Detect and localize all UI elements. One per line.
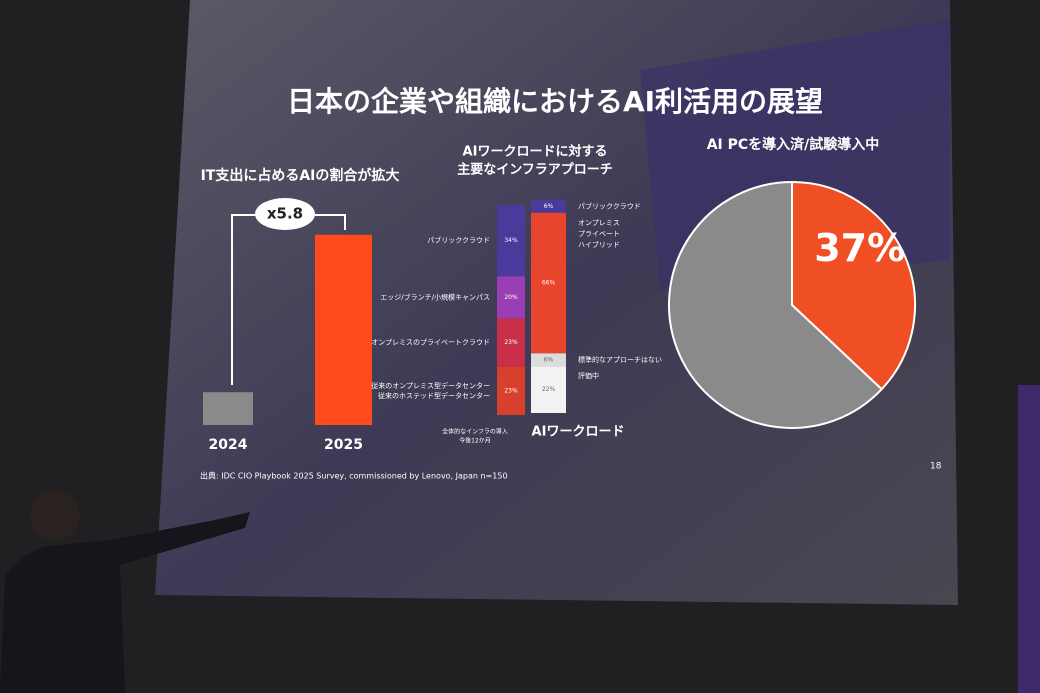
category-label: 全体的なインフラの導入 [442,428,508,436]
value-label: 37% [814,226,905,270]
x-tick-label: 2025 [324,437,363,453]
bar [315,234,372,425]
category-label: 今後12か月 [459,437,491,445]
bar-segment [531,366,566,413]
bar-segment [497,205,525,277]
chart-title: AIワークロードに対する [463,144,608,160]
segment-label: ハイブリッド [578,240,620,249]
segment-label: エッジ/ブランチ/小規模キャンパス [380,292,490,301]
presenter [0,490,250,693]
bar-segment [531,200,566,213]
value-label: 34% [504,237,518,244]
pie-slice [791,180,916,391]
bar-segment [497,318,525,367]
value-label: 20% [504,294,518,301]
value-label: 6% [544,203,554,210]
segment-label: パブリッククラウド [578,201,641,210]
value-label: 66% [542,280,556,287]
annotation-bubble [255,198,315,230]
bar-segment [497,366,525,415]
value-label: 22% [542,386,556,393]
slide-title: 日本の企業や組織におけるAI利活用の展望 [287,85,823,118]
bar-segment [531,212,566,354]
value-label: 23% [504,339,518,346]
banner [1018,385,1040,693]
annotation: x5.8 [267,205,303,223]
page-number: 18 [930,462,942,472]
chart-title: IT支出に占めるAIの割合が拡大 [201,167,400,184]
segment-label: 従来のホステッド型データセンター [378,391,490,400]
pie-slice [668,180,884,429]
value-label: 6% [544,356,554,363]
chart-title: 主要なインフラアプローチ [457,162,613,178]
segment-label: オンプレミスのプライベートクラウド [371,339,490,347]
segment-label: プライベート [578,230,620,238]
source: 出典: IDC CIO Playbook 2025 Survey, commis… [200,471,508,481]
category-label: AIワークロード [532,425,625,440]
chart-title: AI PCを導入済/試験導入中 [707,136,880,153]
segment-label: パブリッククラウド [427,236,490,245]
x-tick-label: 2024 [209,437,248,453]
bar-segment [497,276,525,319]
segment-label: オンプレミス [578,219,620,227]
segment-label: 評価中 [578,371,599,380]
bar-segment [531,353,566,367]
segment-label: 標準的なアプローチはない [578,355,662,364]
segment-label: 従来のオンプレミス型データセンター [371,381,490,390]
value-label: 23% [504,387,518,394]
bar [203,392,253,425]
